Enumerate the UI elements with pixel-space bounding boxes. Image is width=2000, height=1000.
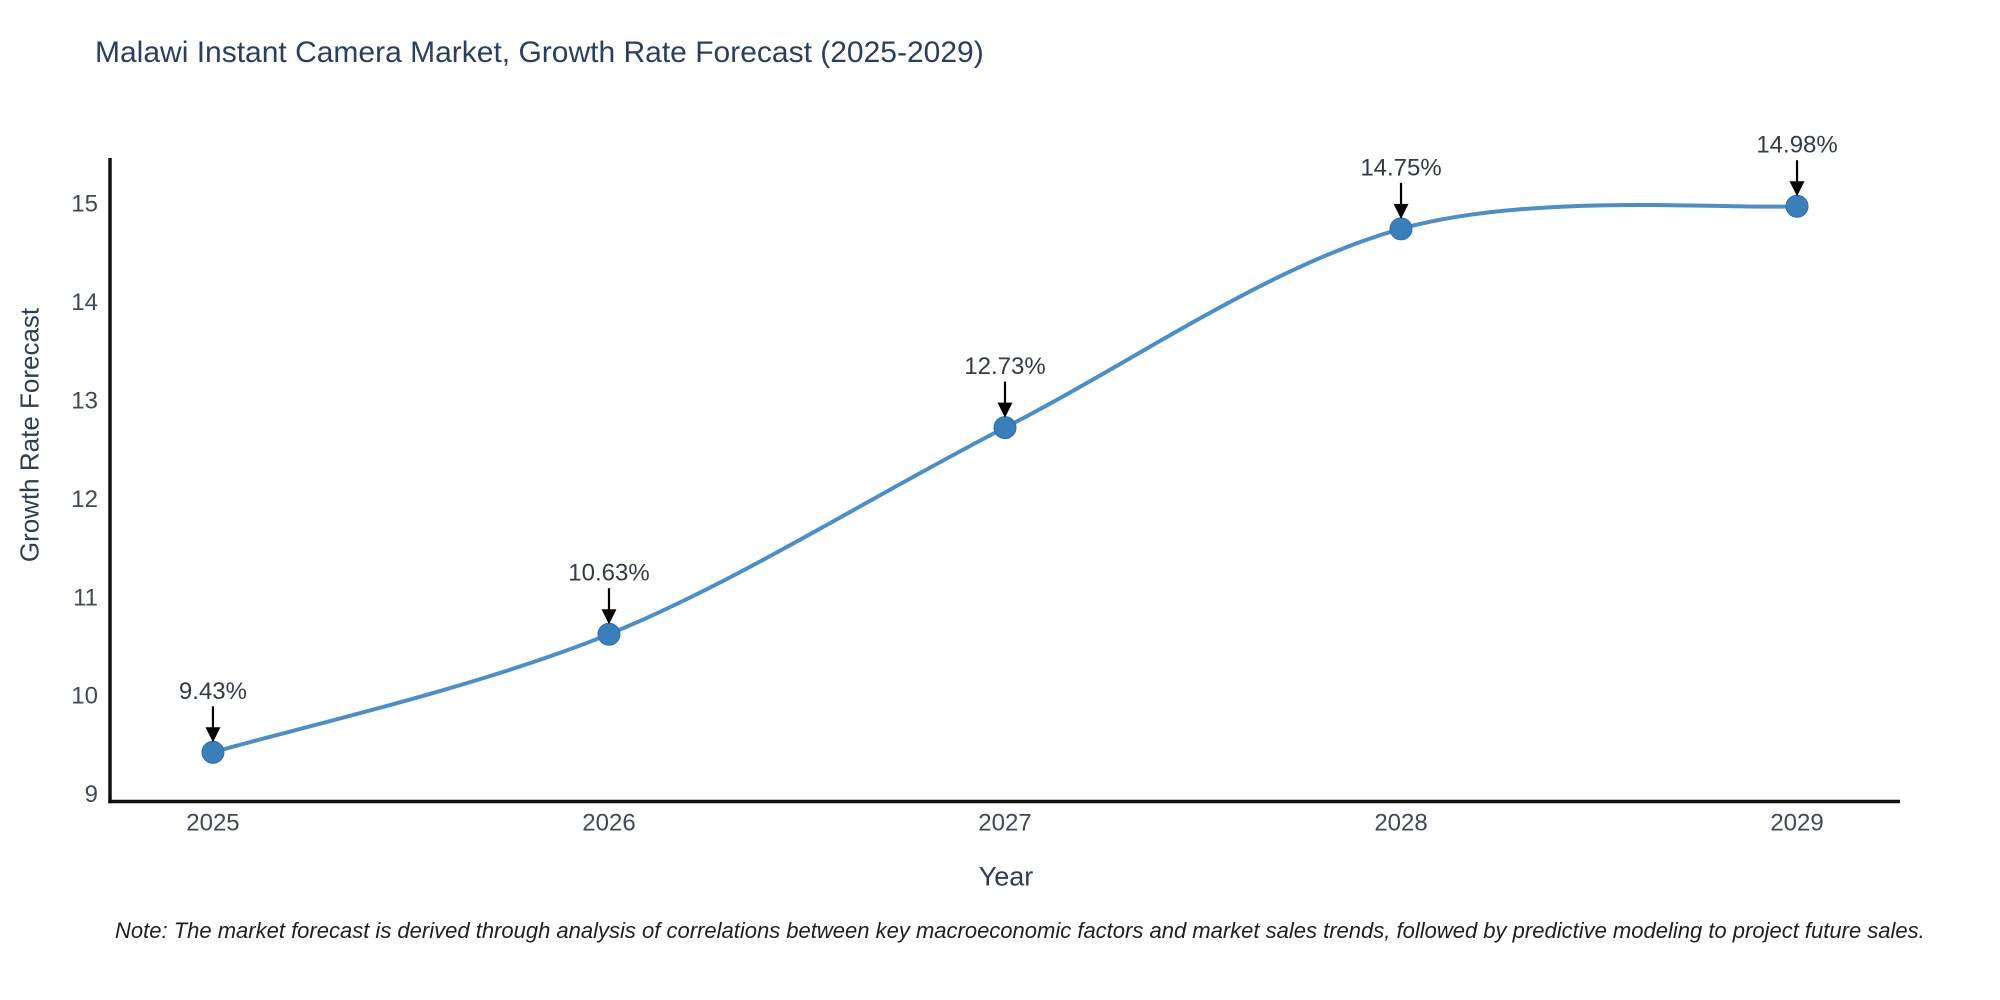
annotation-arrow-head xyxy=(1789,181,1805,197)
annotation-arrow-head xyxy=(1393,203,1409,219)
data-point-marker xyxy=(597,622,621,646)
annotation-arrow-head xyxy=(997,402,1013,418)
x-tick-label: 2028 xyxy=(1374,810,1427,837)
y-axis-title: Growth Rate Forecast xyxy=(14,307,45,563)
x-tick-label: 2026 xyxy=(582,810,635,837)
annotation-label: 14.75% xyxy=(1360,154,1441,181)
annotation-arrow-head xyxy=(205,727,221,743)
x-tick-label: 2027 xyxy=(978,810,1031,837)
y-tick-label: 9 xyxy=(85,781,98,808)
line-series-path xyxy=(210,203,1799,755)
data-point-marker xyxy=(993,416,1017,440)
x-tick-label: 2025 xyxy=(186,810,239,837)
chart-footnote: Note: The market forecast is derived thr… xyxy=(115,918,1925,943)
annotation-label: 9.43% xyxy=(179,678,247,705)
y-tick-label: 13 xyxy=(71,388,98,415)
y-tick-label: 12 xyxy=(71,486,98,513)
annotation-arrow-head xyxy=(601,609,617,625)
data-point-marker xyxy=(201,740,225,764)
annotation-label: 10.63% xyxy=(568,560,649,587)
x-axis-title: Year xyxy=(978,861,1034,892)
y-tick-label: 14 xyxy=(71,289,98,316)
y-tick-label: 10 xyxy=(71,683,98,710)
data-point-marker xyxy=(1389,217,1413,241)
y-tick-label: 11 xyxy=(73,584,98,611)
y-tick-label: 15 xyxy=(71,191,98,218)
annotation-label: 14.98% xyxy=(1756,132,1837,159)
annotation-label: 12.73% xyxy=(964,353,1045,380)
data-point-marker xyxy=(1785,194,1809,218)
chart-title: Malawi Instant Camera Market, Growth Rat… xyxy=(95,36,984,69)
x-tick-label: 2029 xyxy=(1770,810,1823,837)
